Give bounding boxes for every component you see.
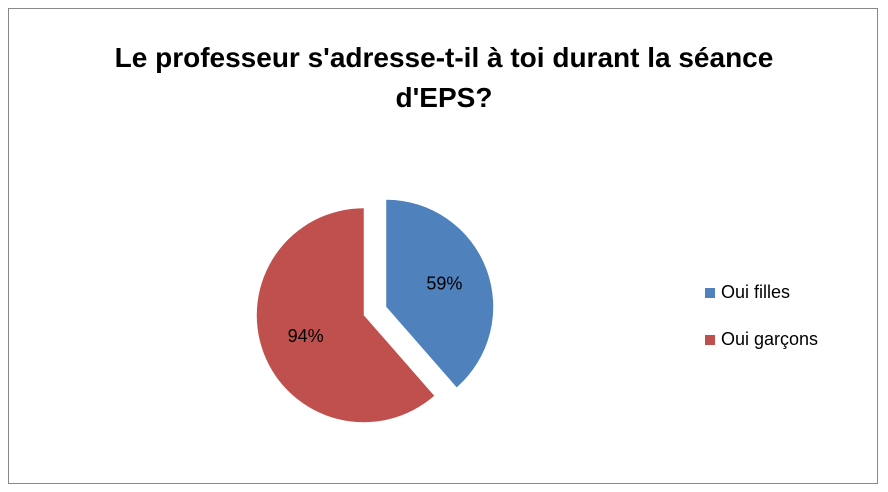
legend-label: Oui garçons [721, 329, 818, 349]
legend-swatch [705, 288, 715, 298]
chart-border [8, 8, 878, 484]
pie-slice [386, 199, 494, 388]
legend-label: Oui filles [721, 282, 790, 302]
data-label: 59% [426, 274, 462, 294]
pie-slice [256, 208, 435, 423]
legend-swatch [705, 335, 715, 345]
chart-title: Le professeur s'adresse-t-il à toi duran… [114, 42, 774, 113]
data-label: 94% [288, 326, 324, 346]
